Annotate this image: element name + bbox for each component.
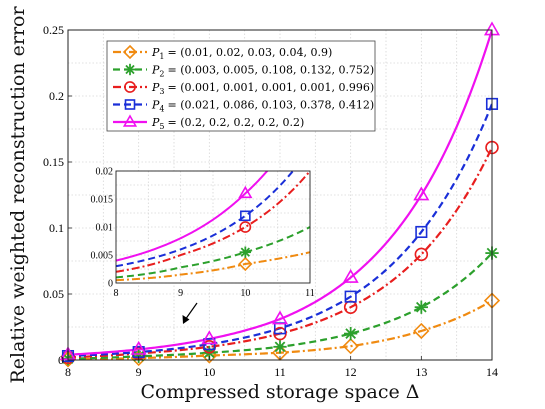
legend: P1 = (0.01, 0.02, 0.03, 0.04, 0.9) P2 = (0.… — [106, 40, 376, 132]
x-tick-label: 12 — [345, 365, 357, 379]
inset-y-tick-label: 0.02 — [96, 167, 114, 178]
x-axis-title: Compressed storage space Δ — [141, 381, 420, 403]
inset-tick-labels: 8 9 10 11 0 0.005 0.01 0.015 0.02 — [91, 167, 315, 300]
inset-data-point-p1 — [238, 256, 253, 272]
inset-series-line-p3 — [116, 171, 310, 273]
legend-marker — [122, 114, 138, 127]
data-point-p2 — [344, 326, 358, 341]
legend-entry-p2: P2 = (0.003, 0.005, 0.108, 0.132, 0.752) — [151, 64, 374, 79]
legend-marker — [124, 99, 136, 110]
x-tick-label: 11 — [274, 365, 286, 379]
data-point-p4 — [415, 225, 428, 239]
zoom-arrow — [182, 302, 198, 324]
y-axis-title: Relative weighted reconstruction error — [7, 6, 29, 384]
data-point-p2 — [414, 300, 428, 314]
series-line-p5 — [68, 30, 492, 356]
x-tick-label: 10 — [203, 365, 215, 379]
inset-x-tick-label: 11 — [305, 288, 315, 299]
data-point-p5 — [413, 186, 430, 201]
legend-entry-p1: P1 = (0.01, 0.02, 0.03, 0.04, 0.9) — [151, 46, 332, 61]
y-tick-label: 0.05 — [43, 287, 64, 301]
inset-series-markers — [238, 185, 253, 272]
data-point-p2 — [273, 340, 287, 354]
inset-y-tick-label: 0 — [108, 279, 113, 290]
inset-series-line-p4 — [116, 171, 295, 268]
data-point-p1 — [413, 322, 430, 340]
y-tick-label: 0 — [58, 353, 64, 367]
y-tick-label: 0.15 — [43, 155, 64, 169]
main-tick-labels: 8 9 10 11 12 13 14 0 0.05 0.1 0.15 0.2 0.25 — [43, 23, 498, 379]
y-tick-label: 0.2 — [49, 89, 64, 103]
x-tick-label: 13 — [415, 365, 427, 379]
inset-y-tick-label: 0.005 — [91, 251, 114, 262]
inset-frame — [115, 170, 311, 284]
data-point-p3 — [414, 247, 429, 262]
legend-marker — [122, 44, 138, 60]
y-tick-label: 0.25 — [43, 23, 64, 37]
inset-y-tick-label: 0.01 — [96, 223, 114, 234]
inset-data-point-p4 — [240, 210, 251, 222]
inset-zoom-plot: 8 9 10 11 0 0.005 0.01 0.015 0.02 — [91, 167, 315, 300]
legend-marker — [124, 81, 136, 93]
inset-series-line-p1 — [116, 251, 310, 282]
inset-data-point-p5 — [238, 185, 253, 199]
inset-data-point-p3 — [239, 221, 252, 233]
legend-box — [106, 40, 376, 132]
x-tick-label: 8 — [65, 365, 71, 379]
inset-x-tick-label: 8 — [114, 288, 119, 299]
inset-x-tick-label: 9 — [178, 288, 183, 299]
data-point-p1 — [342, 338, 359, 355]
inset-series-line-p5 — [116, 171, 269, 262]
inset-series-lines — [116, 171, 310, 282]
x-tick-label: 14 — [486, 365, 498, 379]
inset-y-tick-label: 0.015 — [91, 195, 114, 206]
data-point-p5 — [201, 330, 218, 345]
y-tick-label: 0.1 — [49, 221, 64, 235]
data-point-p5 — [130, 340, 147, 355]
legend-entry-p3: P3 = (0.001, 0.001, 0.001, 0.001, 0.996) — [151, 81, 374, 96]
x-tick-label: 9 — [136, 365, 142, 379]
data-point-p5 — [271, 310, 289, 325]
data-point-p5 — [342, 268, 359, 283]
inset-series-line-p2 — [116, 226, 310, 279]
legend-marker — [124, 63, 136, 76]
data-point-p4 — [344, 290, 357, 303]
legend-entry-p5: P5 = (0.2, 0.2, 0.2, 0.2, 0.2) — [151, 116, 304, 131]
legend-entry-p4: P4 = (0.021, 0.086, 0.103, 0.378, 0.412) — [151, 99, 374, 114]
inset-x-tick-label: 10 — [240, 288, 250, 299]
inset-data-point-p2 — [239, 246, 252, 258]
